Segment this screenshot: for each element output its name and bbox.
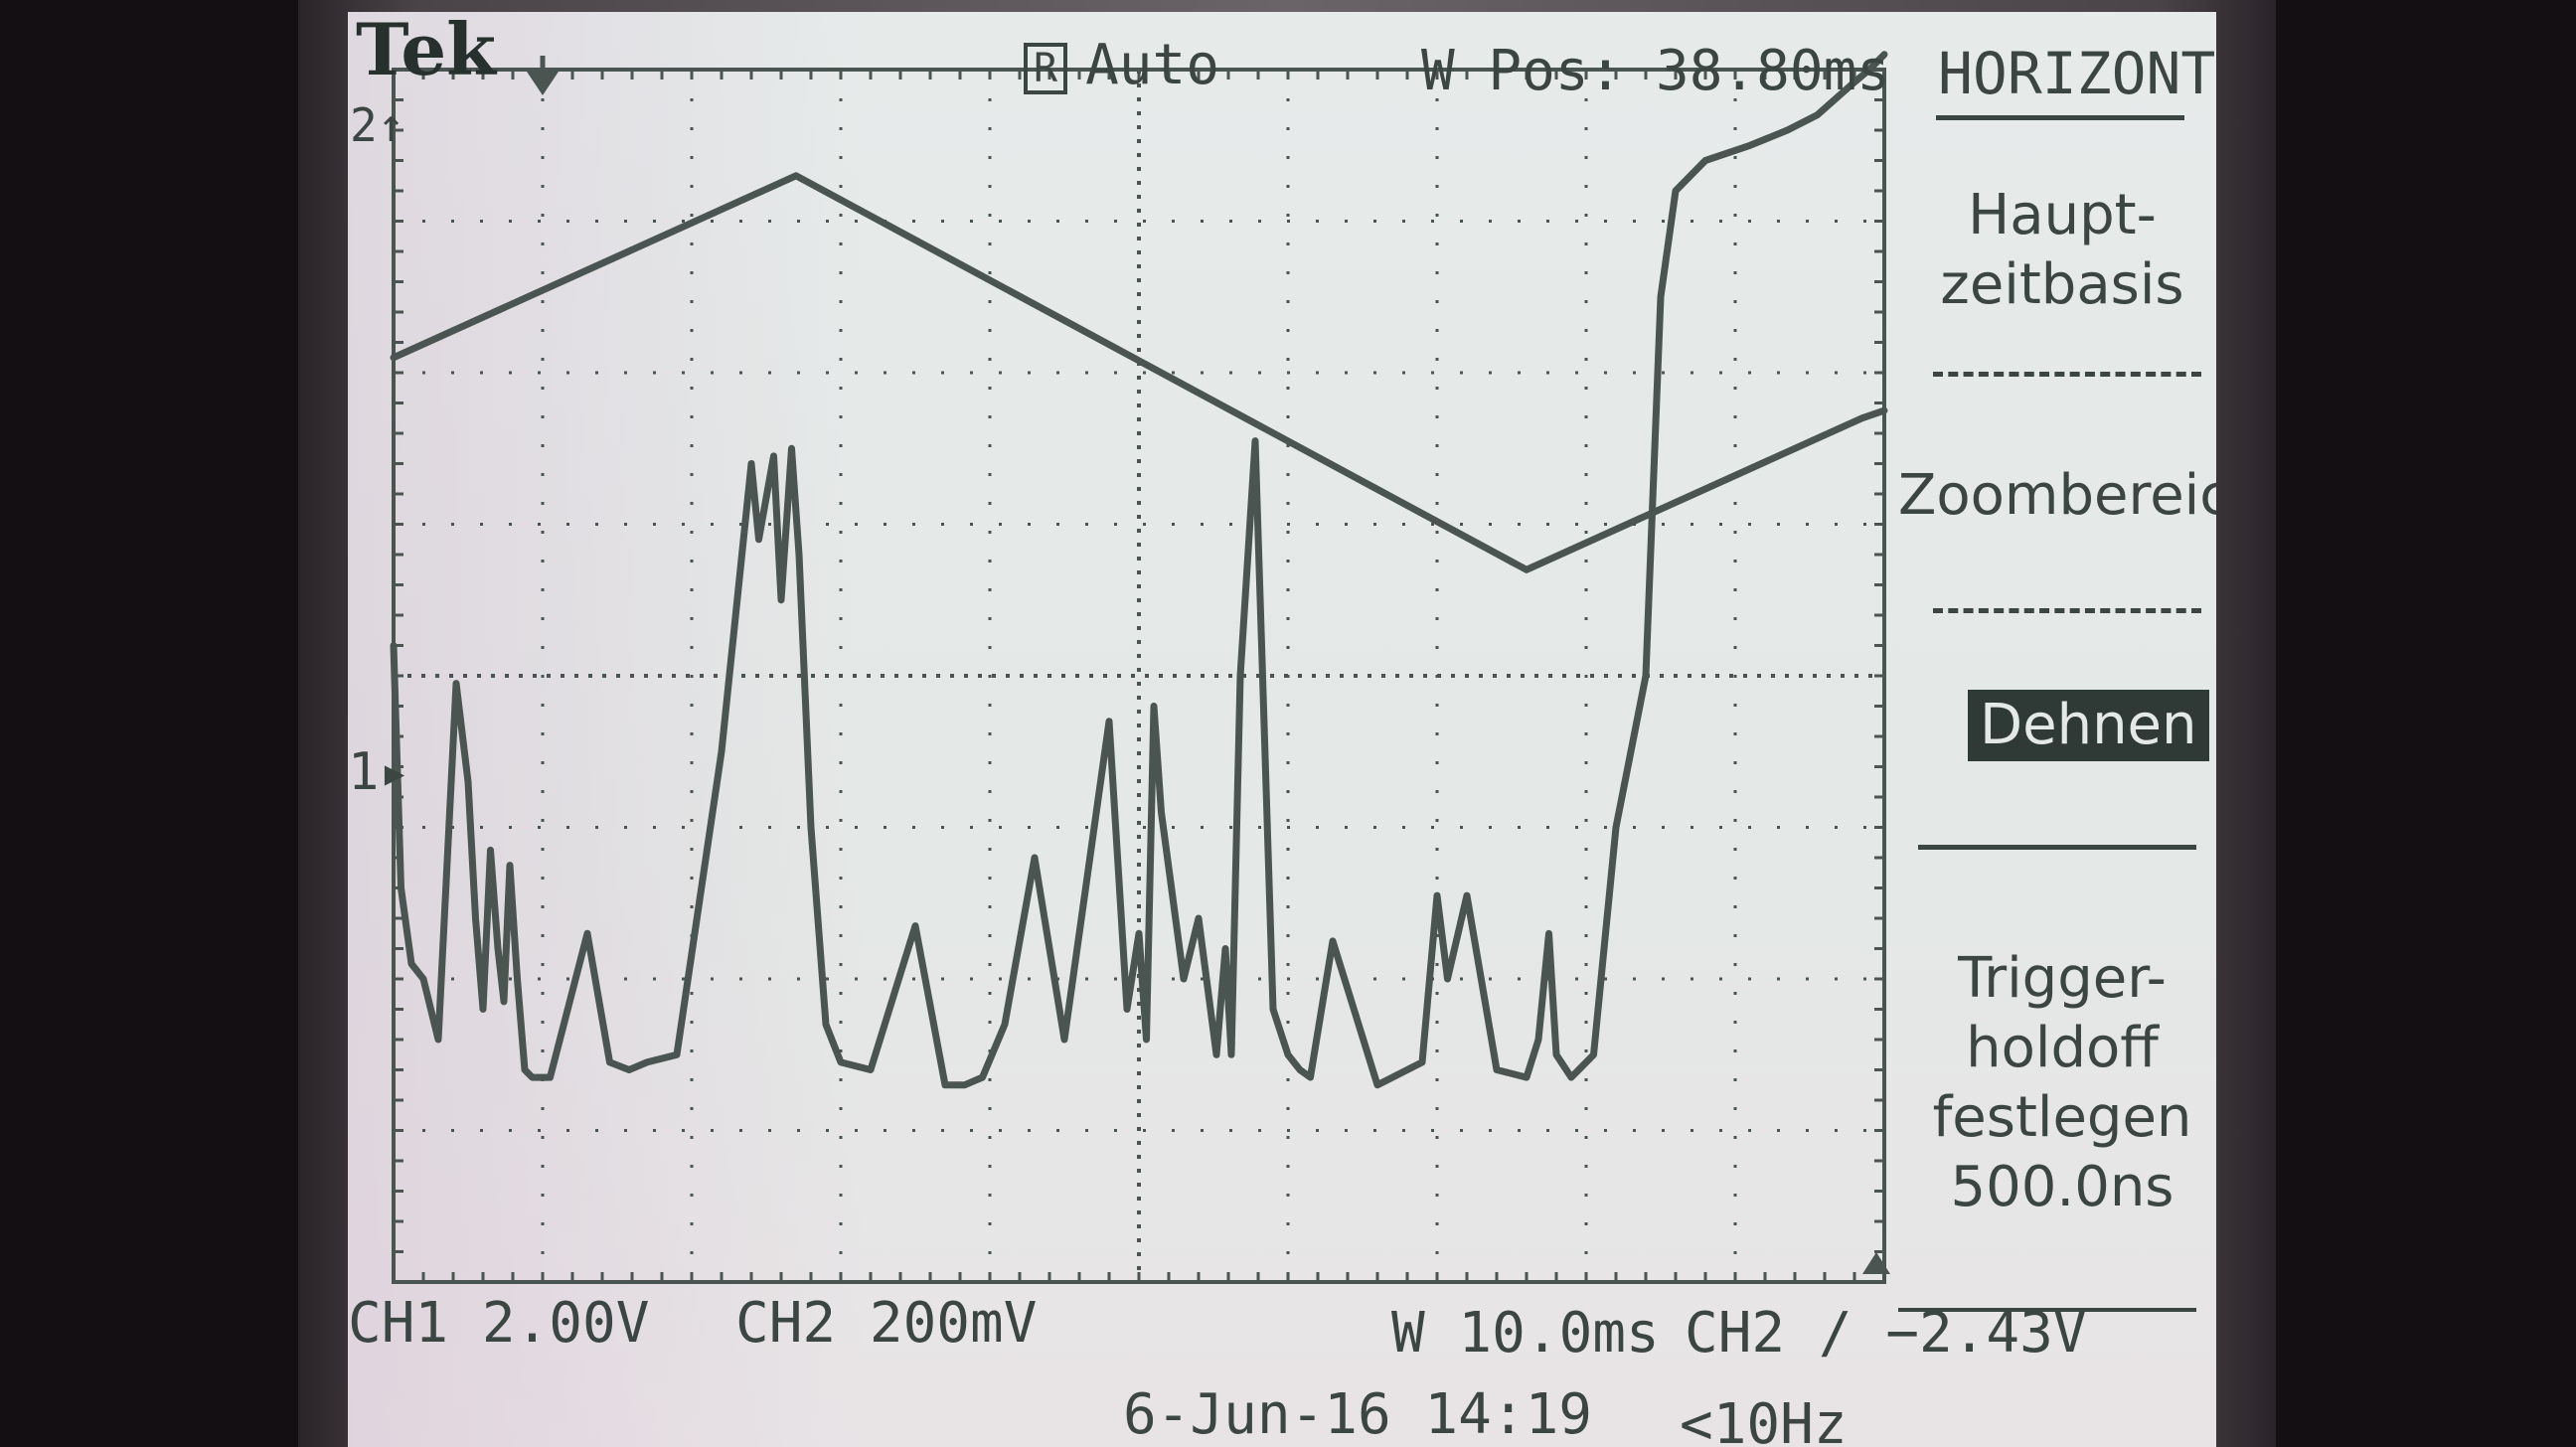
menu-divider [1898, 1308, 2196, 1312]
window-position-readout: W Pos: 38.80ms [1421, 39, 1891, 103]
menu-divider [1918, 845, 2196, 850]
timebase-readout: W 10.0ms [1391, 1301, 1660, 1366]
menu-item-selected-label: Dehnen [1968, 690, 2209, 761]
menu-item-line: Trigger- [1958, 946, 2167, 1011]
menu-divider [1933, 372, 2201, 377]
marker-layer [527, 56, 1890, 1274]
menu-item-trigger-holdoff[interactable]: Trigger- holdoff festlegen 500.0ns [1898, 944, 2216, 1222]
run-mode-badge: R [1024, 42, 1068, 94]
menu-item-line: festlegen [1932, 1085, 2192, 1150]
ch1-ground-marker: 1▸ [348, 742, 410, 802]
trigger-frequency-readout: <10Hz [1680, 1392, 1848, 1447]
ch2-triangle-trace [390, 172, 1888, 573]
graticule [392, 68, 1886, 1284]
menu-item-line: Haupt- [1968, 183, 2157, 247]
menu-item-line: holdoff [1966, 1016, 2159, 1080]
ch2-scale-readout: CH2 200mV [735, 1291, 1038, 1356]
menu-item-dehnen[interactable]: Dehnen [1968, 690, 2209, 761]
ch1-marker-label: 1 [348, 742, 380, 802]
menu-divider [1933, 608, 2201, 613]
brand-logo: Tek [356, 12, 497, 91]
acquisition-status: R Auto [1024, 36, 1219, 95]
ch2-marker-label: 2 [350, 98, 378, 152]
ch1-scale-readout: CH1 2.00V [348, 1291, 650, 1356]
trigger-position-arrow [527, 72, 559, 95]
ch2-ground-marker: 2↑ [350, 98, 405, 152]
menu-item-line: zeitbasis [1940, 252, 2184, 317]
waveform-plot [390, 51, 1890, 1284]
trace-layer [390, 51, 1888, 1089]
ch1-signal-trace [390, 51, 1888, 1089]
menu-item-hauptzeitbasis[interactable]: Haupt- zeitbasis [1898, 181, 2216, 320]
menu-title-underline [1936, 115, 2184, 120]
oscilloscope-screen: Tek R Auto W Pos: 38.80ms HORIZONTAL Haup… [348, 12, 2216, 1447]
menu-item-line: Zoombereich [1898, 463, 2216, 528]
menu-title: HORIZONTAL [1938, 40, 2216, 107]
trigger-readout: CH2 ∕ −2.43V [1685, 1301, 2087, 1366]
menu-item-zoombereich[interactable]: Zoombereich [1898, 461, 2216, 531]
date-time-readout: 6-Jun-16 14:19 [1123, 1382, 1593, 1447]
trigger-level-marker [1862, 1252, 1890, 1274]
menu-item-line: 500.0ns [1950, 1155, 2174, 1219]
trigger-mode-label: Auto [1085, 33, 1219, 97]
